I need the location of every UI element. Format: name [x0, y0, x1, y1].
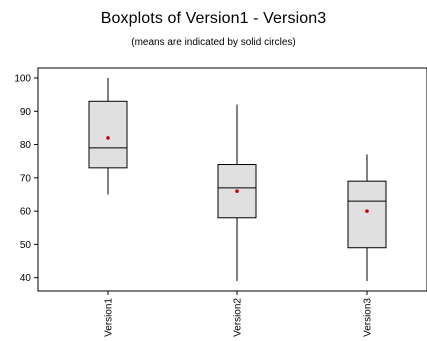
plot-frame	[37, 67, 427, 292]
box-version1	[88, 77, 128, 195]
mean-marker-version2	[235, 189, 239, 193]
y-tick-label-60: 60	[20, 207, 32, 218]
boxes-group	[88, 77, 387, 282]
y-axis: 40 50 60 70 80 90 100	[14, 73, 38, 284]
y-tick-label-100: 100	[14, 73, 31, 84]
y-tick-label-80: 80	[20, 140, 32, 151]
y-tick-label-40: 40	[20, 273, 32, 284]
y-tick-label-70: 70	[20, 173, 32, 184]
mean-marker-version1	[106, 136, 110, 140]
y-tick-label-50: 50	[20, 240, 32, 251]
box-version3	[347, 154, 387, 282]
x-tick-label-version3: Version3	[363, 298, 374, 337]
y-tick-label-90: 90	[20, 107, 32, 118]
iqr-box-version1	[88, 100, 128, 169]
mean-marker-version3	[365, 209, 369, 213]
x-tick-label-version1: Version1	[104, 298, 115, 337]
chart-title: Boxplots of Version1 - Version3	[100, 10, 327, 27]
iqr-box-version3	[347, 180, 387, 249]
x-axis: Version1 Version2 Version3	[104, 291, 374, 337]
x-tick-label-version2: Version2	[233, 298, 244, 337]
box-version2	[217, 104, 257, 282]
chart-subtitle: (means are indicated by solid circles)	[131, 37, 296, 48]
